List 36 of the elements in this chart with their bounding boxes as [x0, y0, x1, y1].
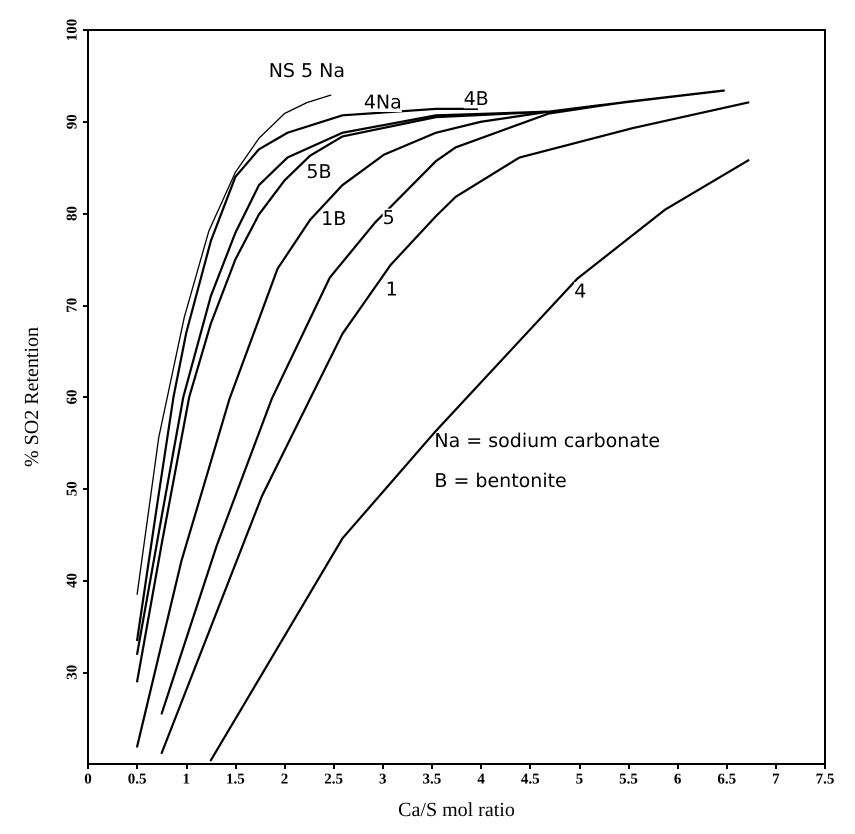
x-tick-label: 0.5: [128, 772, 147, 788]
annotation: 5B: [306, 161, 332, 184]
x-tick-label: 0: [84, 772, 92, 788]
x-tick-label: 1: [182, 772, 190, 788]
y-tick-label: 60: [64, 390, 80, 404]
x-axis-title: Ca/S mol ratio: [398, 799, 515, 821]
y-tick-label: 50: [64, 481, 80, 496]
annotation: 4B: [464, 88, 489, 110]
x-tick-label: 4.5: [520, 772, 540, 788]
y-tick-label: 40: [64, 573, 80, 588]
annotation: 4: [574, 280, 586, 302]
annotation: 4Na: [364, 91, 402, 114]
x-tick-label: 5: [576, 772, 584, 788]
x-tick-label: 3: [379, 772, 387, 788]
y-tick-label: 100: [64, 18, 80, 42]
x-tick-label: 3.5: [422, 772, 442, 788]
y-axis-title: % SO2 Retention: [21, 327, 43, 467]
x-tick-label: 2: [280, 772, 288, 788]
x-tick-label: 6: [674, 772, 682, 788]
annotation: Na = sodium carbonate: [434, 430, 660, 452]
x-tick-label: 5.5: [619, 772, 638, 788]
annotation: 1: [386, 278, 398, 301]
y-tick-label: 90: [64, 114, 80, 130]
x-tick-label: 1.5: [226, 772, 245, 788]
y-tick-label: 70: [64, 298, 80, 313]
series-label: NS 5 Na: [268, 60, 346, 82]
y-tick-label: 30: [64, 664, 80, 680]
x-tick-label: 7: [772, 772, 780, 788]
annotation: B = bentonite: [434, 470, 567, 492]
annotation: 1B: [321, 208, 346, 230]
x-tick-label: 4: [477, 772, 486, 788]
y-tick-label: 80: [64, 206, 80, 221]
x-tick-label: 7.5: [816, 772, 834, 788]
x-tick-label: 2.5: [324, 772, 344, 788]
annotation: 5: [382, 207, 395, 230]
x-tick-label: 6.5: [717, 772, 736, 788]
